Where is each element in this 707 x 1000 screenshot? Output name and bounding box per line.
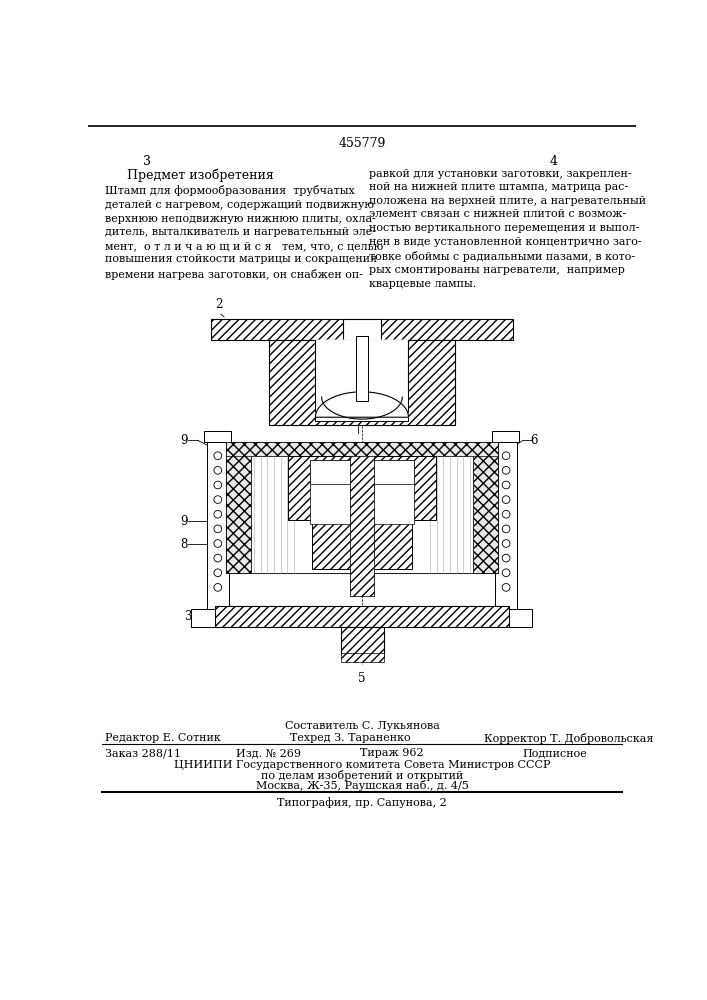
Bar [215,606,509,627]
Text: 9: 9 [180,515,187,528]
Text: ЦНИИПИ Государственного комитета Совета Министров СССР: ЦНИИПИ Государственного комитета Совета … [174,760,551,770]
Circle shape [502,510,510,518]
Circle shape [502,452,510,460]
Polygon shape [315,392,409,417]
Bar [315,340,409,421]
Circle shape [214,510,222,518]
Polygon shape [315,340,409,419]
Bar [207,433,228,625]
Text: 3: 3 [184,610,192,623]
Text: 4: 4 [549,155,557,168]
Bar [226,442,251,573]
Bar [310,460,414,524]
Bar [349,456,374,596]
Text: Тираж 962: Тираж 962 [360,748,423,758]
Text: 2: 2 [215,298,222,311]
Circle shape [502,496,510,503]
Circle shape [502,466,510,474]
Text: 7: 7 [277,376,284,389]
Bar [492,431,519,442]
Text: 7: 7 [298,495,305,508]
Text: Составитель С. Лукьянова: Составитель С. Лукьянова [285,721,440,731]
Circle shape [214,569,222,577]
Circle shape [214,481,222,489]
Circle shape [502,540,510,547]
Text: 8: 8 [180,538,187,551]
Text: Заказ 288/11: Заказ 288/11 [105,748,182,758]
Text: 5: 5 [358,672,366,685]
Circle shape [214,554,222,562]
Bar [341,627,384,657]
Circle shape [502,525,510,533]
Bar [226,442,498,456]
Text: Штамп для формообразования  трубчатых
деталей с нагревом, содержащий подвижную
в: Штамп для формообразования трубчатых дет… [105,185,384,279]
Circle shape [214,452,222,460]
Text: равкой для установки заготовки, закреплен-
ной на нижней плите штампа, матрица р: равкой для установки заготовки, закрепле… [369,169,646,289]
Bar [341,653,384,662]
Bar [509,609,532,627]
Circle shape [502,554,510,562]
Bar [211,319,513,340]
Bar [495,433,517,625]
Bar [226,442,498,573]
Circle shape [214,525,222,533]
Text: 9: 9 [180,434,187,447]
Text: Подписное: Подписное [522,748,587,758]
Text: Изд. № 269: Изд. № 269 [235,748,300,758]
Bar [204,431,231,442]
Bar [192,609,215,627]
Text: 455779: 455779 [339,137,386,150]
Text: 3: 3 [143,155,151,168]
Bar [312,491,412,569]
Circle shape [502,569,510,577]
Polygon shape [341,657,383,663]
Text: 6: 6 [530,434,538,447]
Circle shape [502,584,510,591]
Bar [356,336,368,401]
Text: Предмет изобретения: Предмет изобретения [127,169,274,182]
Bar [351,469,373,483]
Text: 4: 4 [296,508,304,521]
Text: Техред З. Тараненко: Техред З. Тараненко [290,733,411,743]
Circle shape [214,496,222,503]
Circle shape [214,466,222,474]
Bar [269,340,455,425]
Text: Типография, пр. Сапунова, 2: Типография, пр. Сапунова, 2 [277,798,448,808]
Bar [251,456,473,573]
Bar [310,460,414,484]
Circle shape [214,584,222,591]
Circle shape [502,481,510,489]
Bar [343,319,381,340]
Bar [288,456,436,520]
Text: 10: 10 [339,410,354,423]
Text: Редактор Е. Сотник: Редактор Е. Сотник [105,733,221,743]
Bar [349,456,374,596]
Text: Москва, Ж-35, Раушская наб., д. 4/5: Москва, Ж-35, Раушская наб., д. 4/5 [256,780,469,791]
Text: Корректор Т. Добровольская: Корректор Т. Добровольская [484,733,653,744]
Bar [473,442,498,573]
Circle shape [214,540,222,547]
Text: по делам изобретений и открытий: по делам изобретений и открытий [261,770,464,781]
